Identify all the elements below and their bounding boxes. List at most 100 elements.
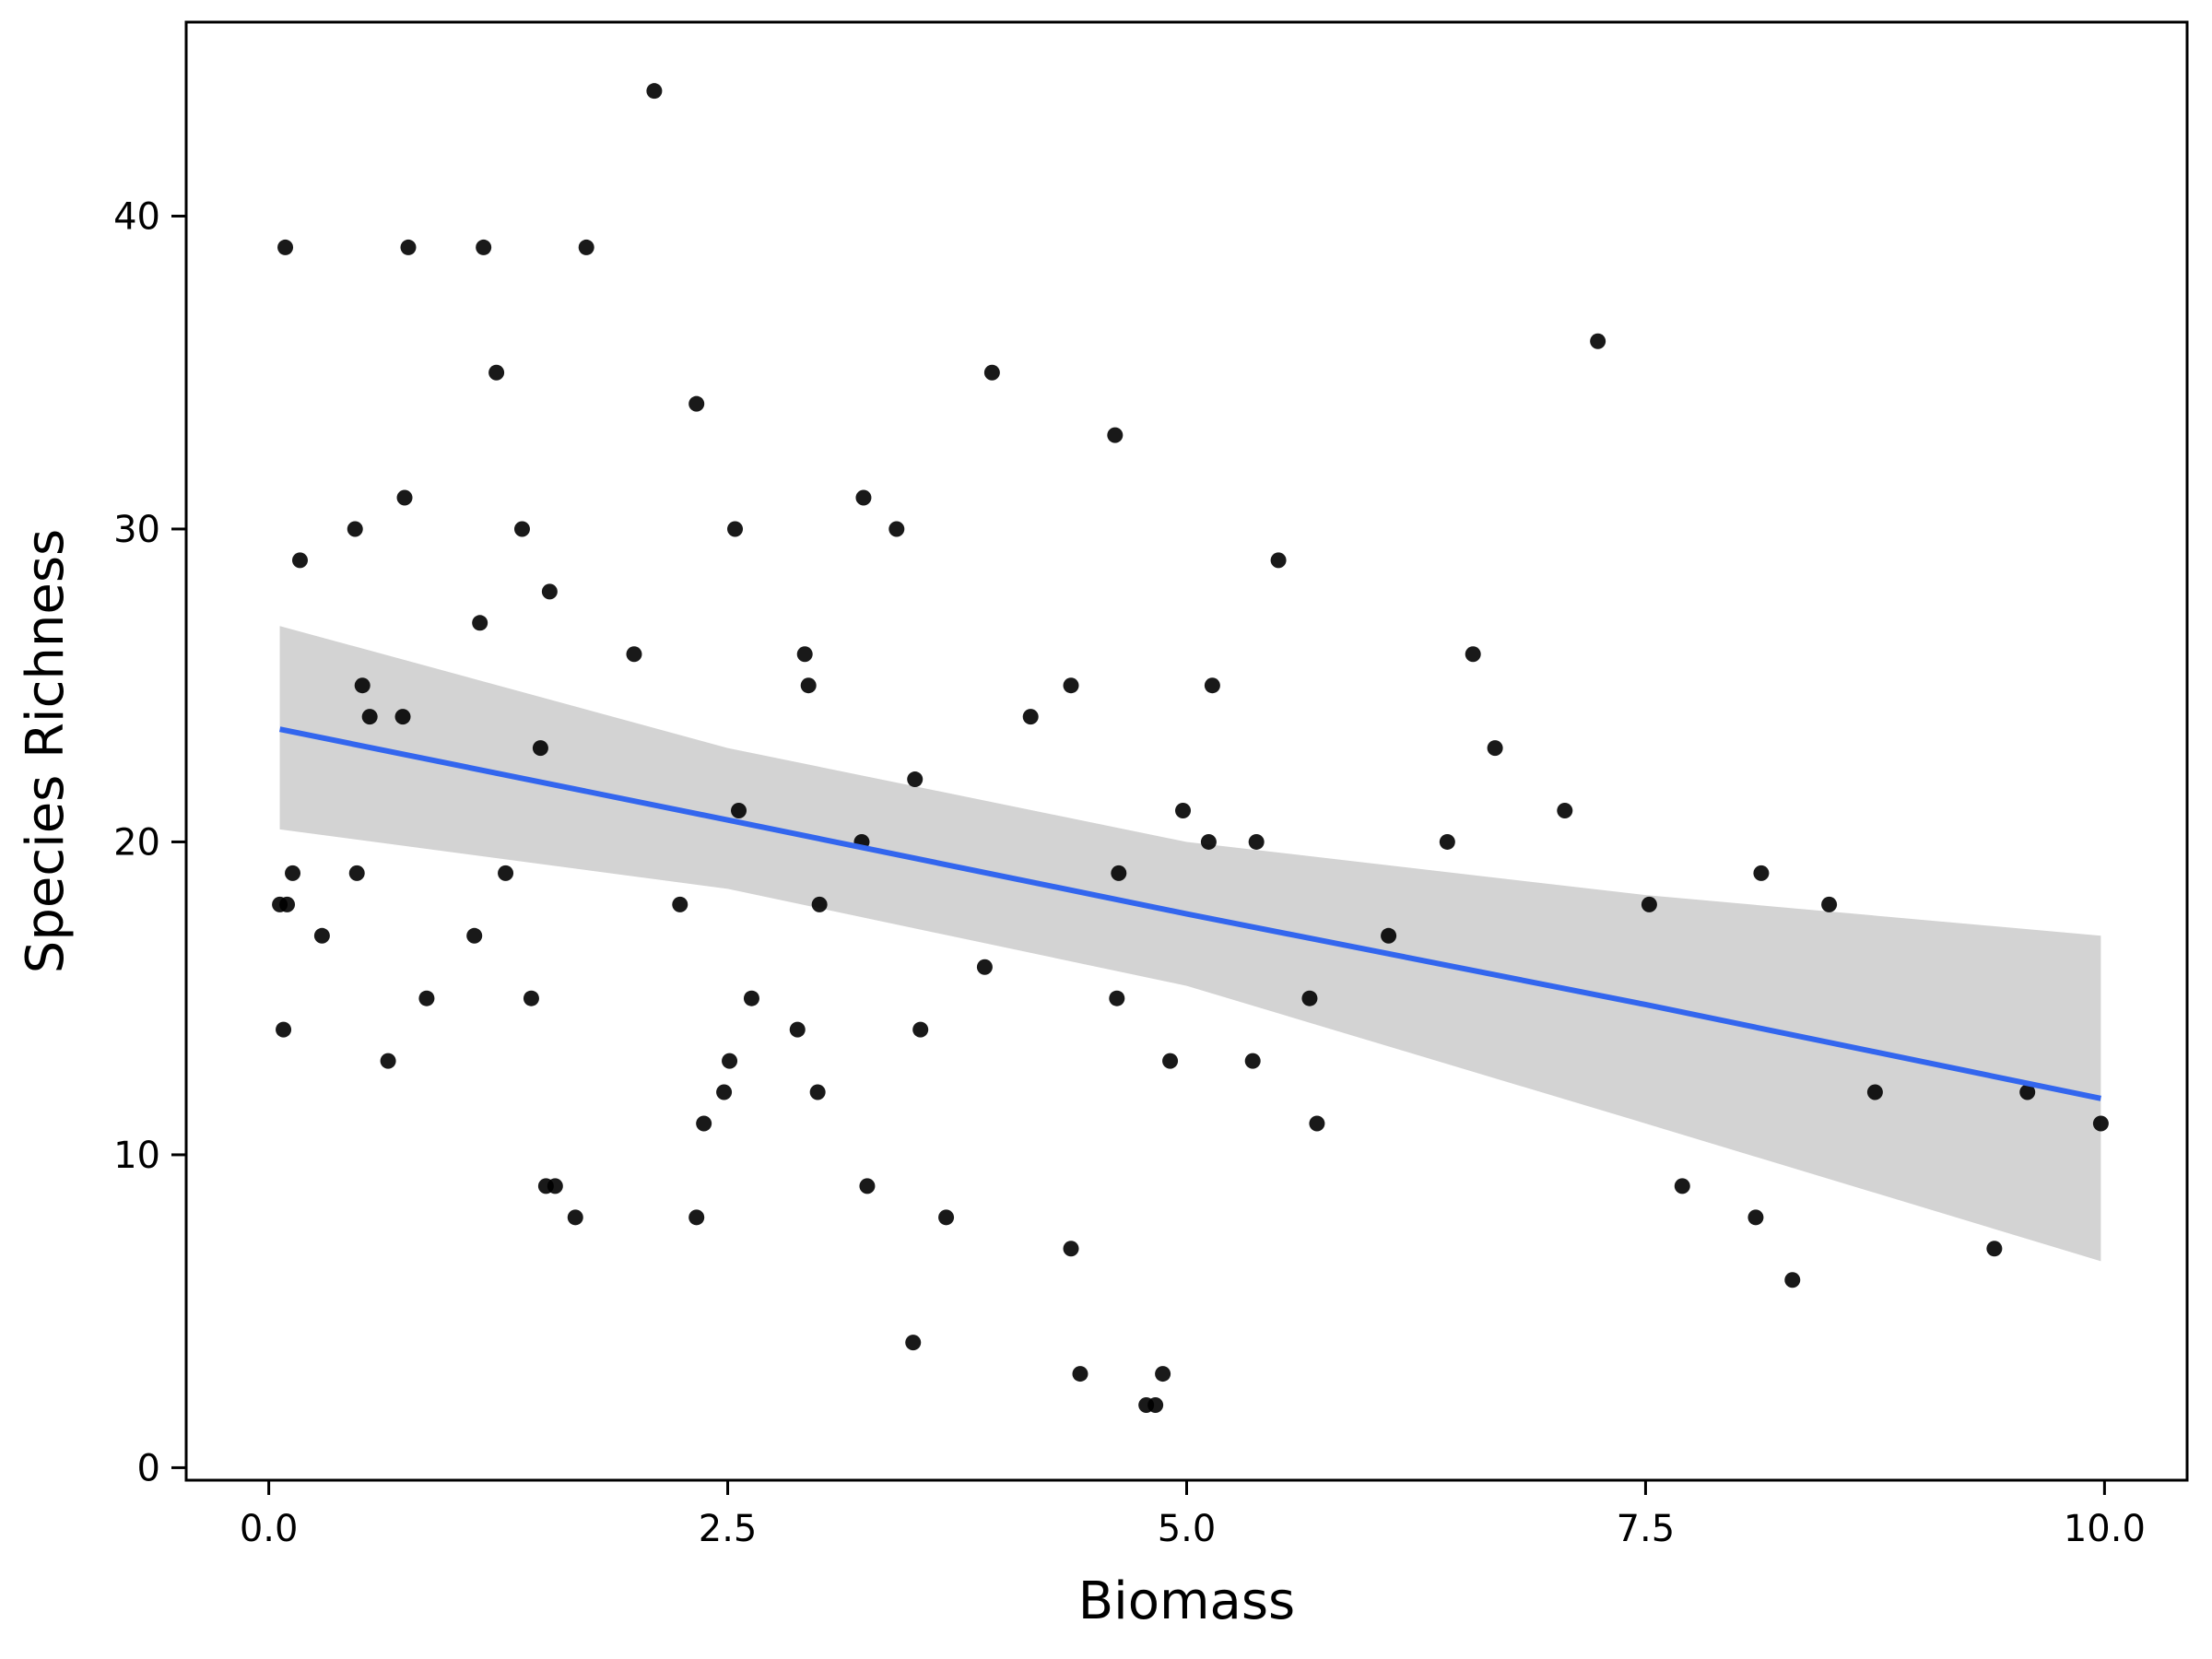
data-point [888,521,905,537]
data-point [789,1021,806,1038]
y-tick-label: 20 [113,821,160,864]
data-point [498,865,514,881]
y-tick-label: 0 [137,1447,160,1489]
data-point [1674,1178,1690,1194]
data-point [1821,896,1838,912]
data-point [348,865,365,881]
y-tick-label: 30 [113,509,160,551]
confidence-band-layer [279,626,2101,1262]
data-point [1301,990,1318,1006]
data-point [1557,803,1573,819]
data-point [1204,677,1220,694]
data-point [2092,1115,2109,1132]
data-point [1162,1053,1179,1069]
data-point [912,1021,929,1038]
x-tick-label: 2.5 [699,1508,758,1550]
data-point [472,615,488,631]
data-point [1270,552,1287,569]
data-point [1465,646,1481,663]
fit-line-layer [278,726,2101,1101]
data-point [1022,709,1039,725]
data-point [578,239,594,255]
data-point [1986,1241,2003,1257]
data-point [466,927,483,944]
data-point [1248,833,1265,850]
data-point [1309,1115,1325,1132]
data-point [1244,1053,1261,1069]
data-point [567,1209,583,1226]
data-point [347,521,363,537]
data-point [976,959,993,975]
data-point [1439,833,1455,850]
data-point [291,552,308,569]
y-axis-title: Species Richness [16,529,76,973]
data-point [1155,1366,1171,1382]
data-point [476,239,492,255]
y-axis: 0 10 20 30 40 [113,195,186,1489]
data-point [354,677,371,694]
data-point [547,1178,563,1194]
data-point [907,771,924,788]
x-tick-label: 10.0 [2064,1508,2146,1550]
data-point [1109,990,1125,1006]
data-point [688,1209,705,1226]
y-tick-label: 40 [113,195,160,238]
data-point [1200,833,1217,850]
data-point [394,709,411,725]
x-tick-label: 7.5 [1617,1508,1676,1550]
data-point [727,521,744,537]
data-point [541,583,558,600]
data-point [1747,1209,1764,1226]
data-point [716,1084,733,1100]
data-point [1147,1397,1164,1414]
data-point [1784,1272,1801,1288]
data-point [276,1021,292,1038]
data-point [1072,1366,1088,1382]
data-point [626,646,642,663]
data-point [938,1209,955,1226]
data-point [1381,927,1397,944]
x-axis: 0.0 2.5 5.0 7.5 10.0 [240,1480,2146,1550]
data-point [1866,1084,1883,1100]
data-point [743,990,759,1006]
data-point [277,239,294,255]
data-point [361,709,378,725]
data-point [1111,865,1127,881]
data-point [532,740,548,757]
y-tick-label: 10 [113,1135,160,1177]
data-point [1753,865,1770,881]
data-point [523,990,539,1006]
data-point [672,896,688,912]
points-layer [272,83,2109,1414]
x-tick-label: 0.0 [240,1508,299,1550]
data-point [285,865,301,881]
data-point [731,803,747,819]
data-point [1175,803,1192,819]
data-point [513,521,530,537]
data-point [396,489,413,506]
data-point [418,990,435,1006]
fit-line [278,726,2101,1101]
data-point [400,239,417,255]
data-point [1641,896,1657,912]
data-point [1107,427,1124,443]
data-point [855,489,872,506]
x-tick-label: 5.0 [1158,1508,1217,1550]
data-point [2019,1084,2036,1100]
data-point [279,896,296,912]
data-point [1590,333,1606,349]
data-point [1063,1241,1079,1257]
data-point [811,896,828,912]
data-point [380,1053,396,1069]
data-point [809,1084,826,1100]
data-point [696,1115,712,1132]
data-point [859,1178,876,1194]
data-point [488,364,505,381]
x-axis-title: Biomass [1078,1571,1295,1631]
data-point [646,83,663,100]
confidence-band [279,626,2101,1262]
data-point [1063,677,1079,694]
data-point [313,927,330,944]
data-point [1487,740,1503,757]
